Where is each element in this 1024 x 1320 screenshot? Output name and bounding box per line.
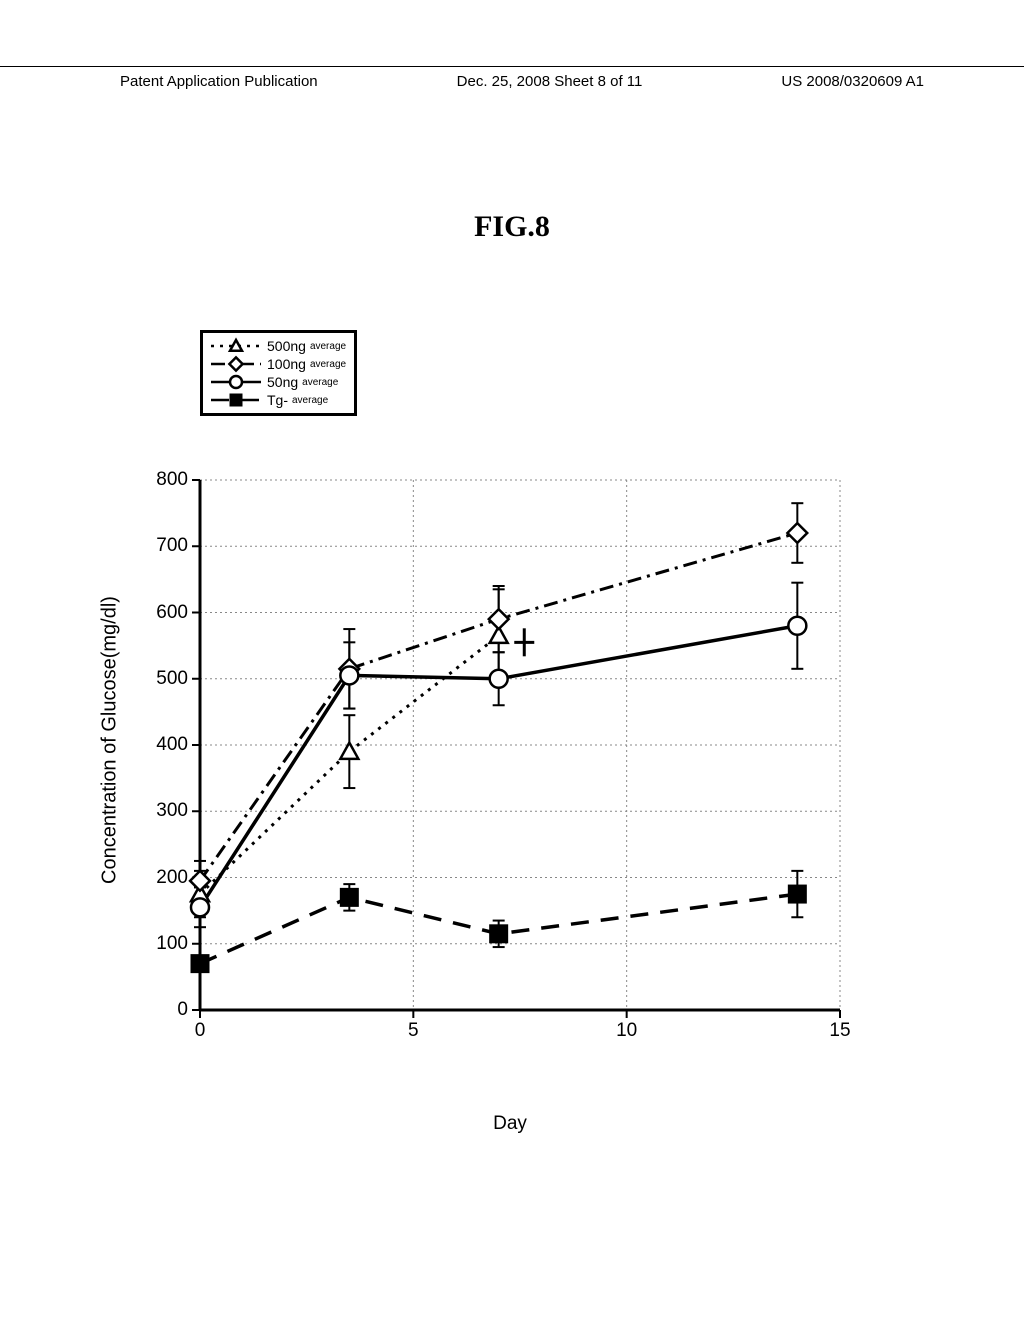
legend-row: Tg-average: [211, 391, 346, 409]
glucose-chart: 500ngaverage100ngaverage50ngaverageTg-av…: [140, 420, 880, 1060]
header-left: Patent Application Publication: [120, 73, 318, 90]
chart-legend: 500ngaverage100ngaverage50ngaverageTg-av…: [200, 330, 357, 416]
xtick-label: 5: [408, 1020, 419, 1042]
y-axis-label: Concentration of Glucose(mg/dl): [99, 596, 122, 884]
ytick-label: 700: [156, 535, 188, 557]
legend-row: 500ng average: [211, 337, 346, 355]
header-right: US 2008/0320609 A1: [781, 73, 924, 90]
ytick-label: 200: [156, 867, 188, 889]
header-center: Dec. 25, 2008 Sheet 8 of 11: [457, 73, 643, 90]
xtick-label: 15: [829, 1020, 850, 1042]
legend-label: 500ng: [267, 338, 306, 354]
x-axis-label: Day: [493, 1113, 527, 1135]
ytick-label: 300: [156, 800, 188, 822]
legend-row: 100ng average: [211, 355, 346, 373]
xtick-label: 0: [195, 1020, 206, 1042]
legend-label: 100ng: [267, 356, 306, 372]
legend-row: 50ng average: [211, 373, 346, 391]
legend-suffix: average: [302, 377, 338, 388]
ytick-label: 400: [156, 734, 188, 756]
page-header: Patent Application Publication Dec. 25, …: [0, 66, 1024, 90]
xtick-label: 10: [616, 1020, 637, 1042]
ytick-label: 600: [156, 602, 188, 624]
ytick-label: 0: [177, 999, 188, 1021]
legend-suffix: average: [310, 341, 346, 352]
plot-area: 0100200300400500600700800051015: [200, 480, 840, 1010]
legend-suffix: average: [292, 395, 328, 406]
figure-title: FIG.8: [0, 210, 1024, 244]
ytick-label: 800: [156, 469, 188, 491]
legend-label: Tg-: [267, 392, 288, 408]
ytick-label: 500: [156, 668, 188, 690]
legend-label: 50ng: [267, 374, 298, 390]
legend-suffix: average: [310, 359, 346, 370]
ytick-label: 100: [156, 933, 188, 955]
